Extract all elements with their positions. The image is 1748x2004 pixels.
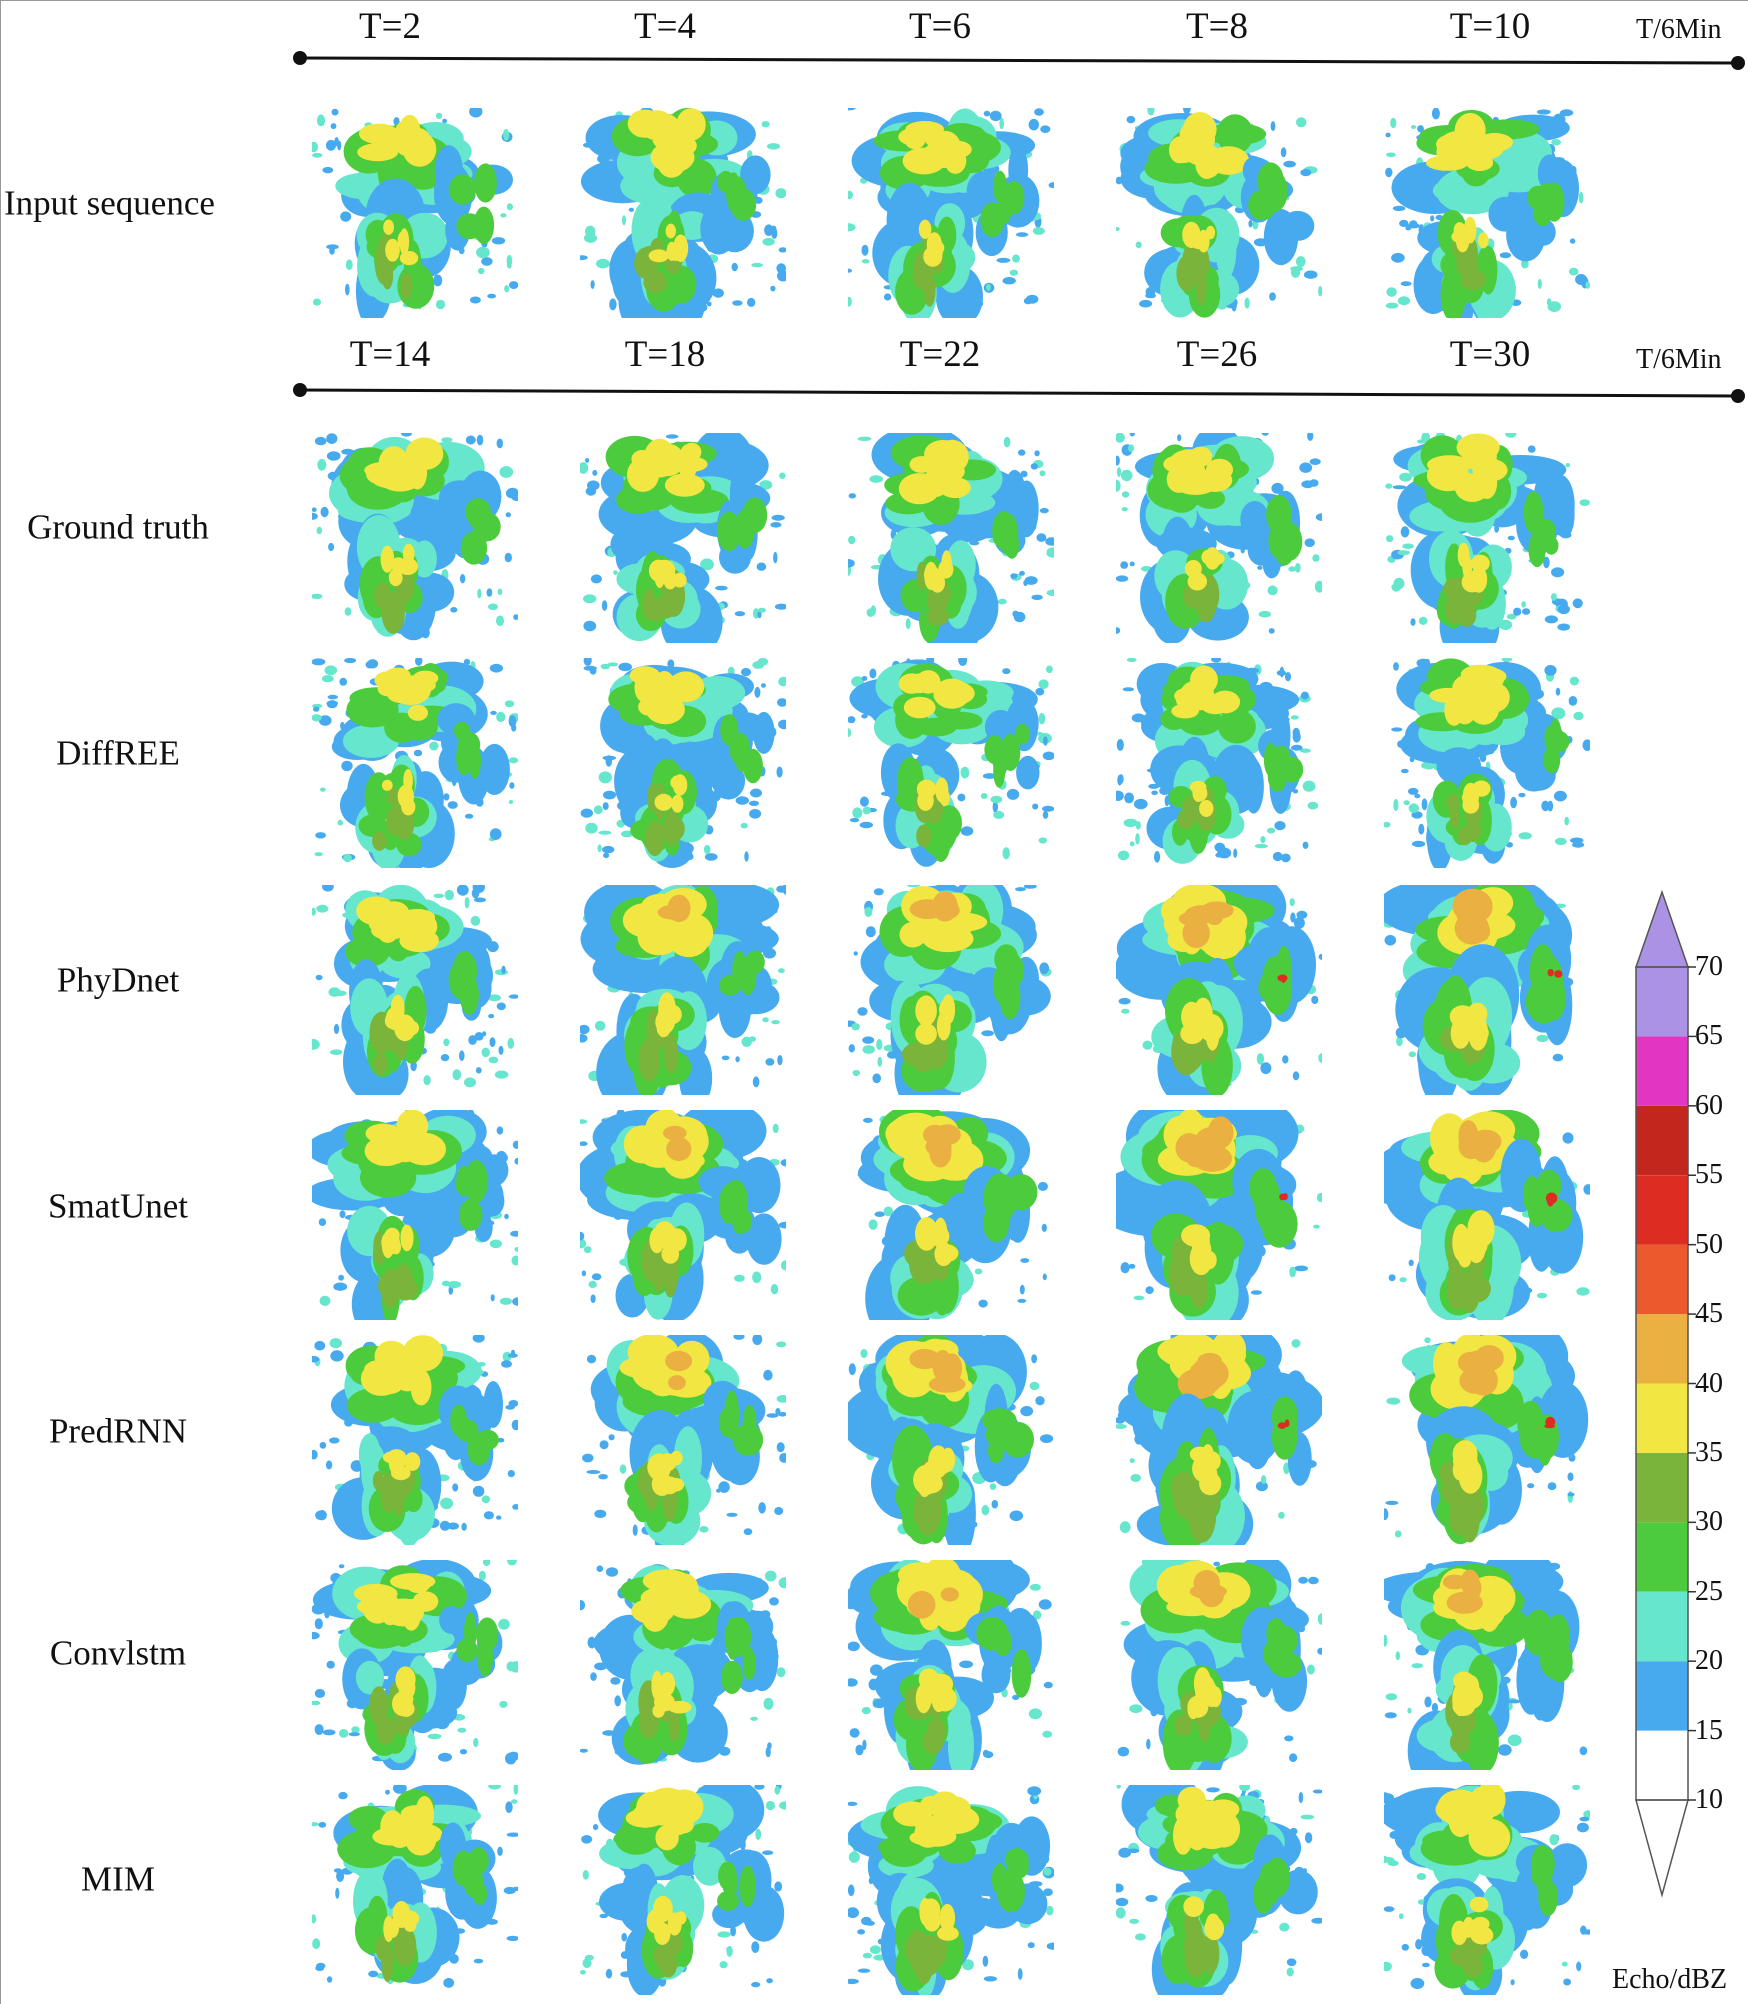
radar-panel-phydnet-1 bbox=[312, 885, 518, 1095]
figure-border-top bbox=[0, 0, 1748, 1]
colorbar-tick-label-65: 65 bbox=[1695, 1020, 1723, 1052]
radar-panel-mim-4 bbox=[1116, 1785, 1322, 1995]
colorbar-extend-top bbox=[1634, 889, 1690, 968]
radar-panel-diffree-5 bbox=[1384, 658, 1590, 868]
colorbar-tick-label-15: 15 bbox=[1695, 1714, 1723, 1746]
row-label-smatunet: SmatUnet bbox=[48, 1186, 188, 1226]
radar-panel-ground-truth-1 bbox=[312, 433, 518, 641]
colorbar-tick-label-20: 20 bbox=[1695, 1645, 1723, 1677]
radar-panel-phydnet-4 bbox=[1116, 885, 1322, 1095]
time-label-output-3: T=22 bbox=[899, 334, 981, 375]
colorbar-band-60-65 bbox=[1636, 1036, 1688, 1106]
radar-panel-mim-5 bbox=[1384, 1785, 1590, 1995]
radar-panel-smatunet-4 bbox=[1116, 1110, 1322, 1320]
colorbar-band-10-15 bbox=[1636, 1730, 1688, 1800]
colorbar-tick-label-60: 60 bbox=[1695, 1089, 1723, 1121]
colorbar-band-45-50 bbox=[1636, 1244, 1688, 1315]
timeline-output-line bbox=[299, 388, 1739, 398]
radar-panel-input-4 bbox=[1116, 108, 1322, 318]
colorbar-band-20-25 bbox=[1636, 1591, 1688, 1662]
timeline-input-line bbox=[299, 56, 1739, 65]
radar-panel-diffree-2 bbox=[580, 658, 786, 868]
radar-panel-predrnn-1 bbox=[312, 1335, 518, 1545]
radar-panel-input-2 bbox=[580, 108, 786, 318]
colorbar-tick-label-50: 50 bbox=[1695, 1228, 1723, 1260]
row-label-predrnn: PredRNN bbox=[48, 1411, 188, 1451]
colorbar-band-15-20 bbox=[1636, 1661, 1688, 1731]
time-label-output-2: T=18 bbox=[624, 334, 706, 375]
radar-panel-convlstm-2 bbox=[580, 1564, 786, 1765]
colorbar-tick-label-30: 30 bbox=[1695, 1506, 1723, 1538]
figure-border-left bbox=[0, 0, 1, 2004]
colorbar-tick-label-10: 10 bbox=[1695, 1784, 1723, 1815]
time-label-output-4: T=26 bbox=[1176, 334, 1258, 375]
row-label-convlstm: Convlstm bbox=[49, 1633, 187, 1673]
row-label-phydnet: PhyDnet bbox=[56, 960, 180, 1000]
row-label-mim: MIM bbox=[81, 1859, 155, 1899]
time-unit-input: T/6Min bbox=[1636, 14, 1722, 45]
time-label-input-5: T=10 bbox=[1449, 6, 1531, 47]
colorbar-band-35-40 bbox=[1636, 1383, 1688, 1453]
colorbar-extend-bottom bbox=[1635, 1799, 1689, 1898]
radar-panel-ground-truth-4 bbox=[1116, 433, 1322, 643]
radar-panel-smatunet-2 bbox=[580, 1110, 786, 1320]
colorbar-band-30-35 bbox=[1636, 1452, 1688, 1523]
colorbar-band-55-60 bbox=[1636, 1105, 1688, 1176]
radar-panel-ground-truth-5 bbox=[1385, 433, 1590, 643]
row-label-diffree: DiffREE bbox=[56, 733, 180, 773]
timeline-input-end-dot bbox=[1731, 56, 1745, 70]
radar-panel-input-1 bbox=[312, 108, 518, 318]
colorbar-tick-label-40: 40 bbox=[1695, 1367, 1723, 1399]
radar-panel-predrnn-4 bbox=[1116, 1335, 1322, 1545]
colorbar-tick-label-70: 70 bbox=[1695, 951, 1723, 982]
radar-panel-input-3 bbox=[848, 108, 1054, 318]
radar-panel-predrnn-3 bbox=[848, 1335, 1054, 1545]
radar-panel-diffree-1 bbox=[312, 658, 518, 868]
colorbar-tick-label-45: 45 bbox=[1695, 1298, 1723, 1330]
timeline-output-start-dot bbox=[293, 383, 307, 397]
row-label-ground-truth: Ground truth bbox=[27, 507, 209, 547]
time-label-output-5: T=30 bbox=[1449, 334, 1531, 375]
radar-panel-predrnn-5 bbox=[1384, 1335, 1589, 1545]
timeline-axes bbox=[293, 51, 1745, 403]
radar-panel-input-5 bbox=[1385, 108, 1590, 318]
colorbar-title: Echo/dBZ bbox=[1612, 1964, 1728, 1995]
radar-panel-smatunet-1 bbox=[312, 1110, 518, 1320]
colorbar-tick-label-25: 25 bbox=[1695, 1575, 1723, 1607]
radar-panel-diffree-3 bbox=[848, 658, 1054, 867]
radar-panel-mim-1 bbox=[312, 1785, 518, 1988]
radar-panel-predrnn-2 bbox=[582, 1335, 786, 1545]
time-label-input-3: T=6 bbox=[909, 6, 971, 47]
timeline-output-end-dot bbox=[1731, 389, 1745, 403]
colorbar-tick-label-55: 55 bbox=[1695, 1159, 1723, 1191]
radar-panel-convlstm-1 bbox=[312, 1560, 518, 1770]
radar-panel-mim-3 bbox=[848, 1786, 1054, 1995]
radar-panel-diffree-4 bbox=[1116, 658, 1319, 864]
radar-panel-ground-truth-2 bbox=[580, 433, 786, 643]
radar-panel-convlstm-5 bbox=[1384, 1560, 1588, 1770]
radar-panel-smatunet-3 bbox=[857, 1110, 1048, 1320]
radar-panel-phydnet-3 bbox=[848, 885, 1052, 1095]
colorbar-band-50-55 bbox=[1636, 1175, 1688, 1245]
radar-panel-ground-truth-3 bbox=[848, 433, 1054, 643]
timeline-input-start-dot bbox=[293, 51, 307, 65]
colorbar-band-25-30 bbox=[1636, 1522, 1688, 1592]
radar-panel-convlstm-4 bbox=[1117, 1560, 1322, 1770]
colorbar-band-65-70 bbox=[1636, 967, 1688, 1037]
time-label-input-2: T=4 bbox=[634, 6, 696, 47]
time-unit-output: T/6Min bbox=[1636, 344, 1722, 375]
time-label-input-1: T=2 bbox=[359, 6, 421, 47]
radar-panel-phydnet-5 bbox=[1384, 885, 1574, 1095]
colorbar-band-40-45 bbox=[1636, 1314, 1688, 1384]
radar-panel-convlstm-3 bbox=[848, 1560, 1053, 1770]
time-label-input-4: T=8 bbox=[1186, 6, 1248, 47]
colorbar-tick-label-35: 35 bbox=[1695, 1436, 1723, 1468]
radar-panel-smatunet-5 bbox=[1384, 1110, 1590, 1320]
radar-panel-phydnet-2 bbox=[580, 885, 786, 1095]
row-label-input-sequence: Input sequence bbox=[4, 183, 215, 223]
time-label-output-1: T=14 bbox=[349, 334, 431, 375]
radar-panel-mim-2 bbox=[580, 1785, 786, 1995]
